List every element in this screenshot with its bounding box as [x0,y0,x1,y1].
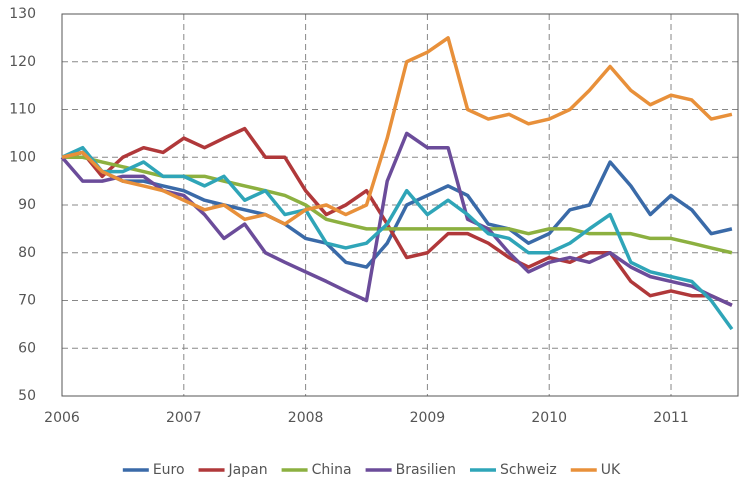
x-tick-label: 2011 [653,410,689,426]
x-tick-label: 2008 [288,410,324,426]
y-tick-label: 70 [18,293,36,309]
y-tick-label: 110 [9,102,36,118]
series-line [61,126,733,307]
series-line [60,131,733,307]
y-tick-label: 80 [18,245,36,261]
y-tick-label: 60 [18,340,36,356]
legend-label: Japan [228,462,268,478]
series-line [61,150,733,269]
x-tick-label: 2009 [410,410,446,426]
legend: Euro Japan China Brasilien Schweiz UK [122,462,621,478]
series-line [61,36,733,226]
x-tick-label: 2006 [44,410,80,426]
legend-label: Schweiz [500,462,557,478]
y-tick-label: 50 [18,388,36,404]
y-tick-label: 100 [9,149,36,165]
y-tick-label: 130 [9,6,36,22]
plot-frame [61,13,739,397]
x-tick-label: 2010 [531,410,567,426]
y-tick-label: 120 [9,54,36,70]
legend-label: Euro [153,462,185,478]
legend-label: UK [601,462,621,478]
series-line [61,145,734,331]
legend-label: China [312,462,352,478]
legend-label: Brasilien [396,462,456,478]
y-tick-label: 90 [18,197,36,213]
x-tick-label: 2007 [166,410,202,426]
